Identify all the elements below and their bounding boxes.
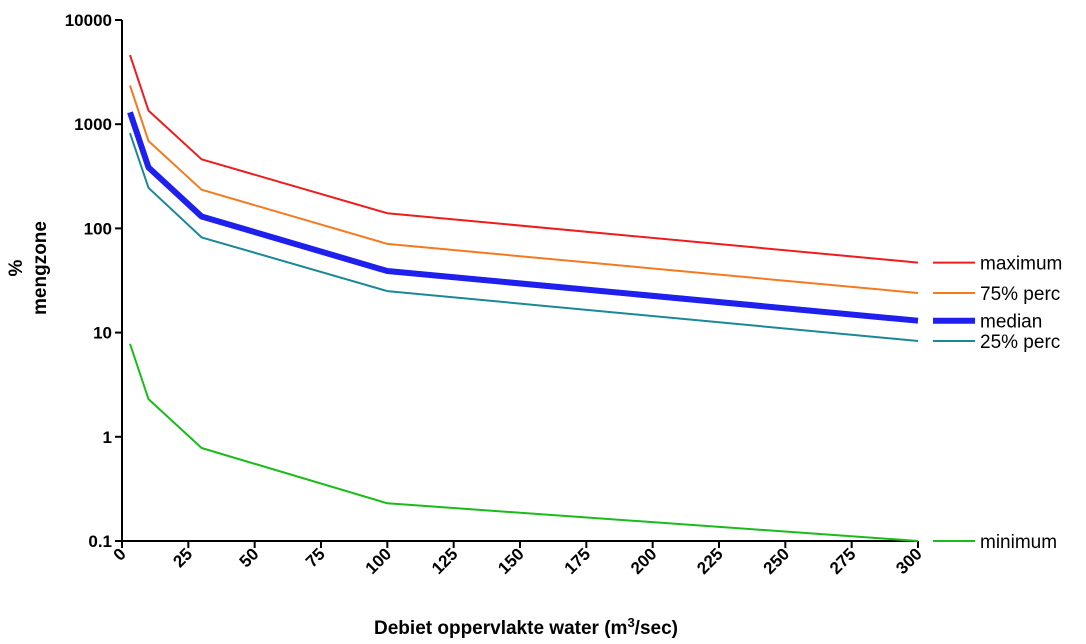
x-tick-label: 300 xyxy=(892,544,925,577)
y-tick-label: 1 xyxy=(103,428,112,447)
y-axis-title-line1: % xyxy=(6,259,27,276)
y-tick-label: 0.1 xyxy=(88,532,112,551)
x-tick-label: 250 xyxy=(760,544,793,577)
legend-label: minimum xyxy=(980,532,1057,553)
legend-label: maximum xyxy=(980,254,1062,275)
legend-label: median xyxy=(980,312,1042,333)
y-tick-label: 10 xyxy=(93,324,112,343)
x-tick-label: 200 xyxy=(627,544,660,577)
x-tick-label: 75 xyxy=(302,544,329,571)
series-line xyxy=(129,54,919,264)
series-line xyxy=(129,85,919,294)
x-tick-label: 125 xyxy=(428,544,461,577)
x-axis-ticks: 0 25 50 75 100 125 150 175 200 225 250 275 300 xyxy=(110,541,926,578)
legend-label: 75% perc xyxy=(980,284,1060,305)
y-tick-label: 1000 xyxy=(74,115,112,134)
x-axis-title-superscript: 3 xyxy=(627,615,634,630)
series-lines xyxy=(127,54,919,542)
y-axis-ticks: 10000 1000 100 10 1 0.1 xyxy=(65,11,122,551)
x-tick-label: 150 xyxy=(494,544,527,577)
y-tick-label: 100 xyxy=(84,219,112,238)
x-tick-label: 25 xyxy=(169,544,196,571)
series-line xyxy=(129,343,919,542)
x-tick-label: 50 xyxy=(236,544,263,571)
x-tick-label: 275 xyxy=(826,544,859,577)
x-tick-label: 175 xyxy=(561,544,594,577)
legend-label: 25% perc xyxy=(980,332,1060,353)
x-tick-label: 225 xyxy=(693,544,726,577)
x-tick-label: 0 xyxy=(110,544,130,564)
series-line xyxy=(129,132,919,342)
series-line xyxy=(127,111,919,324)
x-axis-title-end: /sec) xyxy=(635,618,678,639)
x-axis-title: Debiet oppervlakte water (m3/sec) xyxy=(374,615,678,640)
y-tick-label: 10000 xyxy=(65,11,112,30)
y-axis-title-line2: mengzone xyxy=(30,221,51,315)
x-tick-label: 100 xyxy=(362,544,395,577)
x-axis-title-main: Debiet oppervlakte water (m xyxy=(374,618,627,639)
